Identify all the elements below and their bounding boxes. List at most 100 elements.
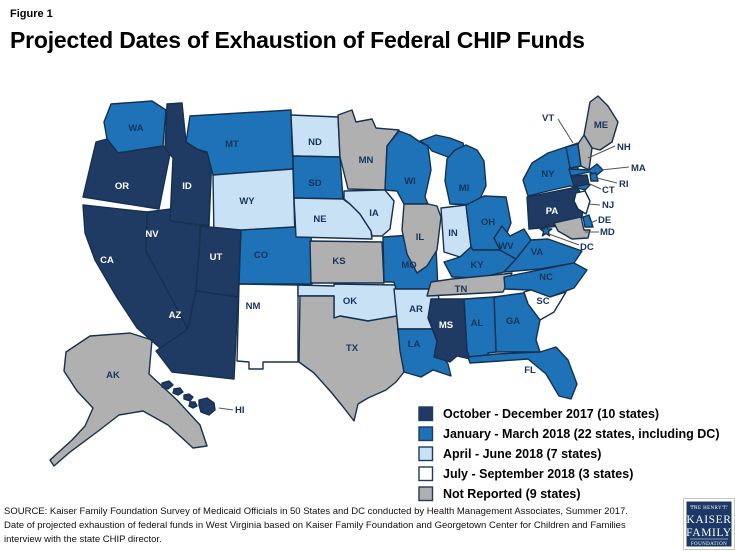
label-hi: HI [235, 405, 245, 416]
legend-item-apr-jun: April - June 2018 (7 states) [418, 444, 719, 464]
label-nh: NH [617, 142, 631, 153]
label-nj: NJ [602, 200, 614, 211]
kff-logo-line4: FOUNDATION [691, 542, 727, 547]
label-ma: MA [631, 163, 646, 174]
state-hi [161, 380, 216, 416]
label-ak: AK [106, 370, 120, 381]
state-va [503, 238, 583, 273]
label-ar: AR [409, 304, 423, 315]
label-sc: SC [536, 296, 549, 307]
label-mt: MT [225, 139, 239, 150]
label-fl: FL [524, 365, 536, 376]
label-ut: UT [210, 252, 223, 263]
state-nh [577, 134, 593, 171]
label-az: AZ [169, 310, 182, 321]
label-tn: TN [455, 284, 468, 295]
label-nv: NV [145, 229, 159, 240]
state-al [463, 296, 497, 362]
label-wi: WI [404, 176, 416, 187]
label-va: VA [531, 247, 544, 258]
label-ms: MS [439, 320, 453, 331]
map-legend: October - December 2017 (10 states) Janu… [418, 404, 719, 504]
label-nm: NM [246, 301, 261, 312]
state-id [164, 102, 213, 227]
legend-label-jan-mar: January - March 2018 (22 states, includi… [443, 427, 720, 441]
source-line-2: Date of projected exhaustion of federal … [4, 519, 626, 531]
label-mn: MN [359, 155, 374, 166]
legend-item-jan-mar: January - March 2018 (22 states, includi… [418, 424, 719, 444]
legend-label-apr-jun: April - June 2018 (7 states) [443, 447, 602, 461]
label-mo: MO [401, 260, 416, 271]
legend-label-jul-sep: July - September 2018 (3 states) [443, 467, 634, 481]
label-vt: VT [542, 113, 554, 124]
legend-item-jul-sep: July - September 2018 (3 states) [418, 464, 719, 484]
label-wv: WV [498, 241, 514, 252]
label-oh: OH [481, 217, 495, 228]
label-in: IN [448, 228, 458, 239]
kff-logo: THE HENRY J. KAISER FAMILY FOUNDATION [683, 498, 735, 550]
label-ct: CT [602, 185, 615, 196]
label-nc: NC [539, 272, 553, 283]
state-ga [493, 292, 541, 353]
legend-swatch-apr-jun [418, 446, 434, 462]
state-co [238, 225, 313, 285]
state-ri [589, 172, 599, 182]
label-ne: NE [313, 214, 326, 225]
state-me [583, 95, 619, 151]
legend-item-oct-dec: October - December 2017 (10 states) [418, 404, 719, 424]
figure-number: Figure 1 [10, 8, 53, 20]
state-labels-light: OR CA NV ID UT AZ MS PA [100, 181, 558, 331]
state-nj [573, 190, 591, 215]
label-tx: TX [346, 343, 359, 354]
source-line-1: SOURCE: Kaiser Family Foundation Survey … [4, 506, 628, 517]
label-ia: IA [369, 208, 379, 219]
label-ky: KY [470, 260, 484, 271]
legend-swatch-jul-sep [418, 466, 434, 482]
legend-swatch-oct-dec [418, 406, 434, 422]
label-la: LA [408, 339, 421, 350]
legend-label-oct-dec: October - December 2017 (10 states) [443, 407, 660, 421]
label-pa: PA [546, 206, 559, 217]
state-nc [503, 262, 588, 298]
label-md: MD [600, 227, 615, 238]
state-mi [444, 144, 487, 206]
state-md [553, 216, 591, 240]
state-labels-dark: WA MT WY CO NM ND SD NE KS OK TX MN IA M… [106, 113, 646, 416]
state-tn [426, 272, 513, 297]
state-il [401, 203, 442, 274]
label-or: OR [115, 181, 129, 192]
label-de: DE [598, 215, 611, 226]
label-me: ME [594, 120, 608, 131]
label-ga: GA [506, 316, 520, 327]
label-ri: RI [619, 179, 629, 190]
label-nd: ND [308, 137, 322, 148]
legend-swatch-not-reported [418, 486, 434, 502]
state-mn [337, 109, 400, 191]
state-ct [570, 174, 590, 188]
state-de [582, 214, 594, 228]
state-nd [290, 114, 341, 158]
label-ok: OK [343, 296, 357, 307]
kff-logo-line3: FAMILY [686, 527, 732, 539]
label-il: IL [416, 232, 425, 243]
state-nm [236, 283, 299, 370]
state-ms [427, 298, 471, 363]
label-ny: NY [541, 169, 555, 180]
label-ca: CA [100, 255, 114, 266]
label-al: AL [471, 318, 484, 329]
state-dc-star [539, 224, 553, 237]
kff-logo-line2: KAISER [686, 514, 731, 526]
label-ks: KS [332, 256, 345, 267]
label-sd: SD [308, 178, 321, 189]
state-wi [384, 130, 432, 205]
state-ia [343, 189, 395, 237]
kff-logo-line1: THE HENRY J. [691, 506, 728, 511]
label-id: ID [182, 181, 192, 192]
label-co: CO [254, 250, 268, 261]
legend-label-not-reported: Not Reported (9 states) [443, 487, 581, 501]
legend-item-not-reported: Not Reported (9 states) [418, 484, 719, 504]
source-line-3: interview with the state CHIP director. [4, 533, 162, 545]
state-fl [467, 346, 578, 400]
